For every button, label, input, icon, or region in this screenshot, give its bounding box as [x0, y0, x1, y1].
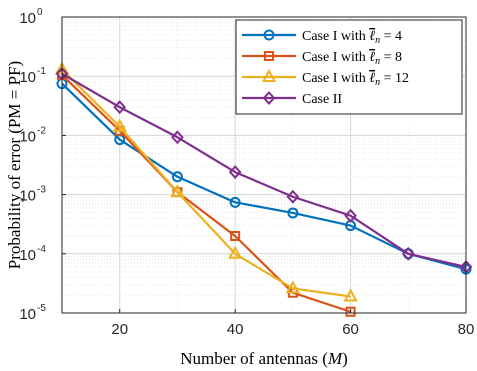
x-tick-label: 20: [111, 321, 128, 338]
y-tick-label: 10: [19, 10, 36, 27]
series-line: [61, 74, 351, 313]
legend-entry: Case I with ℓn = 12: [242, 68, 409, 88]
y-tick-exponent: -3: [37, 185, 46, 196]
series-line: [61, 82, 467, 271]
legend-entry: Case I with ℓn = 4: [242, 29, 402, 46]
data-point: [287, 207, 299, 219]
data-point: [228, 165, 242, 180]
data-point: [401, 246, 415, 261]
x-axis-label-suffix: ): [342, 349, 348, 368]
y-tick-exponent: -1: [37, 66, 46, 77]
x-tick-label: 40: [227, 321, 244, 338]
legend-label: Case I with ℓn = 8: [302, 50, 402, 67]
legend-swatch-marker: [263, 29, 275, 41]
data-point: [285, 280, 301, 294]
y-tick-label: 10: [19, 69, 36, 86]
legend: Case I with ℓn = 4 Case I with ℓn = 8 Case…: [235, 19, 463, 115]
y-tick-label: 10: [19, 188, 36, 205]
y-tick-label: 10: [19, 128, 36, 145]
data-point: [112, 118, 127, 132]
data-point: [227, 245, 243, 259]
x-tick-label: 60: [342, 321, 359, 338]
legend-swatch-marker: [262, 91, 276, 105]
data-point: [343, 288, 358, 302]
data-point: [171, 171, 183, 183]
data-point: [171, 130, 184, 145]
series-layer: [54, 61, 473, 317]
legend-label: Case I with ℓn = 12: [302, 71, 409, 88]
legend-entry: Case I with ℓn = 8: [242, 50, 402, 67]
x-axis-label: Number of antennas (M): [180, 349, 348, 368]
y-tick-exponent: -5: [37, 303, 46, 314]
plot-frame: [61, 16, 467, 314]
legend-label: Case I with ℓn = 4: [302, 29, 402, 46]
y-tick-exponent: 0: [37, 7, 43, 18]
data-point: [345, 306, 356, 317]
legend-swatch-marker: [261, 68, 277, 82]
data-point: [229, 196, 241, 208]
y-tick-label: 10: [19, 247, 36, 264]
y-tick-label: 10: [19, 306, 36, 323]
x-tick-label: 80: [458, 321, 475, 338]
series-3: [54, 61, 358, 302]
x-axis-label-var: M: [327, 349, 343, 368]
series-line: [61, 68, 351, 298]
y-tick-exponent: -2: [37, 125, 46, 136]
data-point: [344, 208, 357, 223]
data-point: [113, 100, 127, 115]
data-point: [286, 189, 300, 204]
series-4: [55, 66, 473, 274]
series-line: [61, 72, 467, 269]
data-point: [170, 184, 185, 198]
legend-label: Case II: [302, 92, 342, 107]
data-point: [230, 230, 241, 241]
legend-entry: Case II: [242, 91, 342, 107]
y-axis-label: Probability of error (PM = PF): [5, 61, 24, 269]
x-axis-label-prefix: Number of antennas (: [180, 349, 328, 368]
legend-swatch-marker: [264, 51, 274, 61]
y-tick-exponent: -4: [37, 244, 46, 255]
